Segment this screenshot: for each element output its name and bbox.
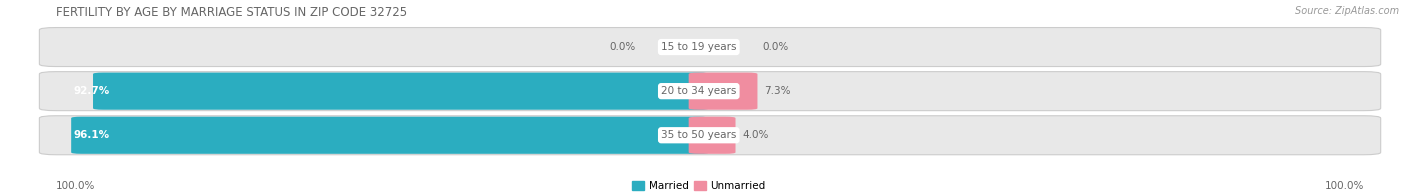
FancyBboxPatch shape: [39, 72, 1381, 111]
Legend: Married, Unmarried: Married, Unmarried: [631, 181, 766, 191]
FancyBboxPatch shape: [689, 117, 735, 154]
Text: 100.0%: 100.0%: [56, 181, 96, 191]
Text: 7.3%: 7.3%: [765, 86, 790, 96]
Text: 20 to 34 years: 20 to 34 years: [661, 86, 737, 96]
FancyBboxPatch shape: [39, 28, 1381, 67]
Text: FERTILITY BY AGE BY MARRIAGE STATUS IN ZIP CODE 32725: FERTILITY BY AGE BY MARRIAGE STATUS IN Z…: [56, 6, 408, 19]
Text: 92.7%: 92.7%: [73, 86, 110, 96]
Text: 35 to 50 years: 35 to 50 years: [661, 130, 737, 140]
FancyBboxPatch shape: [72, 117, 709, 154]
Text: 100.0%: 100.0%: [1324, 181, 1364, 191]
Text: 96.1%: 96.1%: [73, 130, 110, 140]
FancyBboxPatch shape: [93, 73, 709, 110]
FancyBboxPatch shape: [39, 116, 1381, 155]
FancyBboxPatch shape: [689, 73, 758, 110]
Text: Source: ZipAtlas.com: Source: ZipAtlas.com: [1295, 6, 1399, 16]
Text: 15 to 19 years: 15 to 19 years: [661, 42, 737, 52]
Text: 0.0%: 0.0%: [762, 42, 789, 52]
Text: 4.0%: 4.0%: [742, 130, 769, 140]
Text: 0.0%: 0.0%: [609, 42, 636, 52]
